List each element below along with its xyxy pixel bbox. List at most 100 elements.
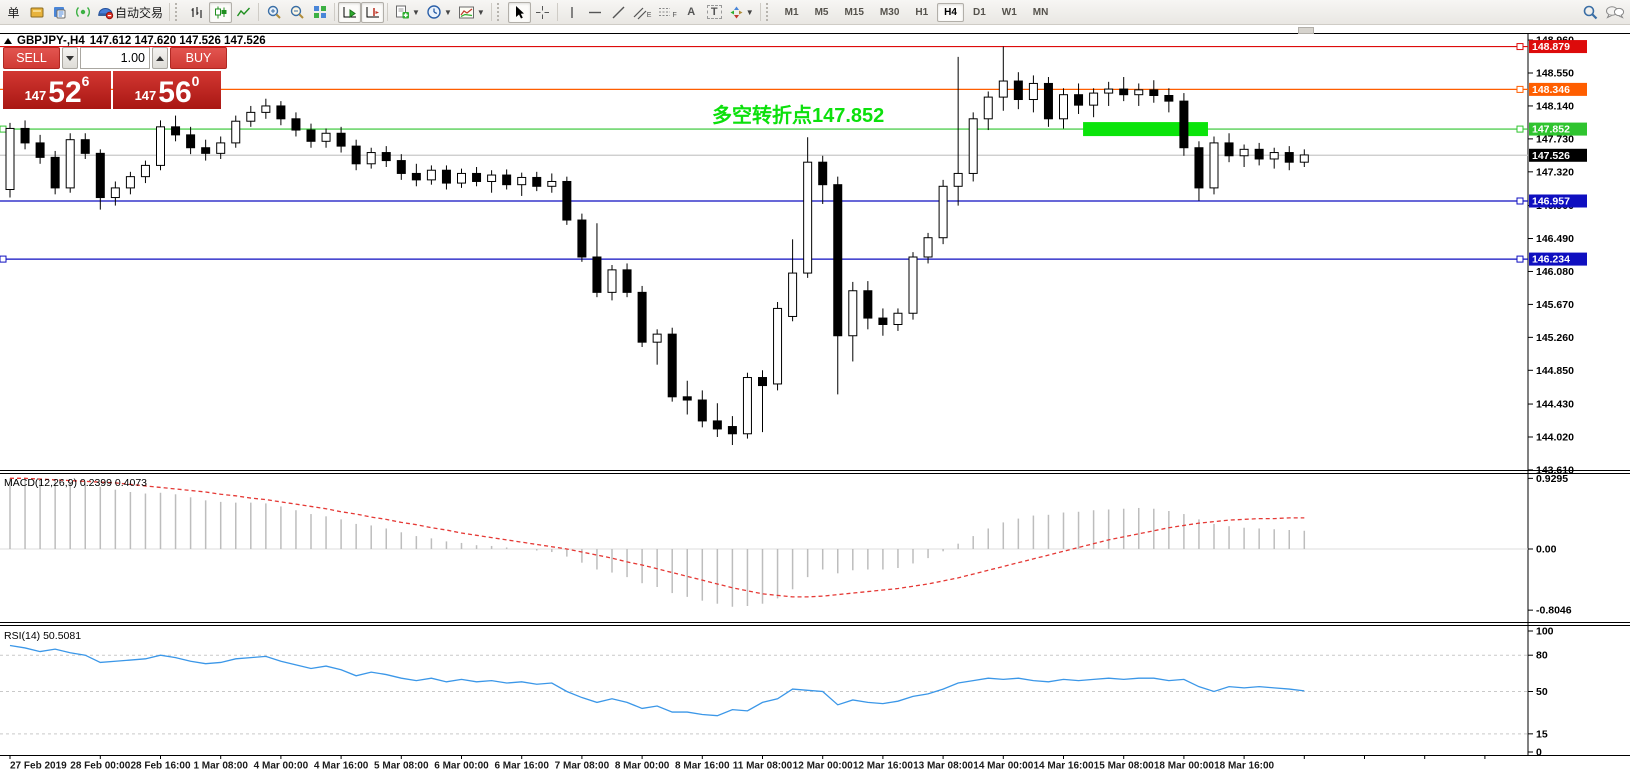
svg-text:18 Mar 16:00: 18 Mar 16:00 <box>1214 761 1274 772</box>
crosshair-button[interactable] <box>531 2 554 23</box>
splitter-handle[interactable] <box>1298 27 1314 34</box>
terminal-icon[interactable] <box>25 2 48 23</box>
community-chat-icon[interactable] <box>1602 2 1628 23</box>
sell-price-base: 147 <box>24 88 47 103</box>
tf-button-w1[interactable]: W1 <box>1001 6 1017 18</box>
svg-text:14 Mar 16:00: 14 Mar 16:00 <box>1033 761 1093 772</box>
cursor-button[interactable] <box>507 1 531 23</box>
tf-button-m30[interactable]: M30 <box>879 6 900 18</box>
collapse-triangle-icon[interactable] <box>4 38 12 44</box>
auto-scroll-button[interactable] <box>338 1 362 23</box>
tile-windows-button[interactable] <box>308 2 331 23</box>
buy-price-base: 147 <box>134 88 157 103</box>
svg-text:4 Mar 16:00: 4 Mar 16:00 <box>314 761 369 772</box>
svg-text:13 Mar 08:00: 13 Mar 08:00 <box>913 761 973 772</box>
svg-text:50: 50 <box>1536 686 1548 698</box>
vertical-line-tool[interactable] <box>561 2 584 23</box>
pivot-annotation[interactable]: 多空转折点147.852 <box>712 105 885 127</box>
sell-price-panel[interactable]: 147 52 6 <box>3 71 111 109</box>
svg-text:18 Mar 00:00: 18 Mar 00:00 <box>1154 761 1214 772</box>
autotrading-label: 自动交易 <box>115 5 164 20</box>
timeframe-group: M1 M5 M15 M30 H1 H4 D1 W1 MN <box>777 2 1057 22</box>
svg-text:147.320: 147.320 <box>1536 166 1574 178</box>
svg-text:12 Mar 16:00: 12 Mar 16:00 <box>853 761 913 772</box>
highlight-bar <box>1083 122 1208 137</box>
label-tool-label: T <box>706 5 722 19</box>
price-lines <box>0 43 1528 263</box>
symbol-title: GBPJPY-,H4 <box>17 35 85 47</box>
svg-text:0: 0 <box>1536 747 1542 759</box>
horizontal-line-tool[interactable] <box>584 2 607 23</box>
dropdown-caret-icon: ▼ <box>443 7 452 17</box>
line-chart-button[interactable] <box>232 2 255 23</box>
search-icon[interactable] <box>1579 2 1602 23</box>
dropdown-caret-icon: ▼ <box>745 7 754 17</box>
text-tool[interactable]: A <box>680 2 703 23</box>
svg-text:11 Mar 08:00: 11 Mar 08:00 <box>733 761 793 772</box>
zoom-out-button[interactable] <box>285 2 308 23</box>
one-click-trading-panel: SELL BUY 147 52 6 147 56 0 <box>3 47 227 109</box>
fibonacci-sub-label: F <box>672 11 677 19</box>
candle-chart-button[interactable] <box>209 1 233 23</box>
svg-text:8 Mar 00:00: 8 Mar 00:00 <box>615 761 670 772</box>
channel-sub-label: E <box>646 11 652 19</box>
up-arrow-icon <box>156 55 164 61</box>
signals-icon[interactable] <box>71 2 94 23</box>
svg-text:-0.8046: -0.8046 <box>1536 605 1572 617</box>
svg-text:143.610: 143.610 <box>1536 464 1574 476</box>
svg-text:15: 15 <box>1536 728 1548 740</box>
new-order-button[interactable]: 单 <box>2 2 25 23</box>
macd-panel: 0.9295 0.00 -0.8046 <box>0 473 1572 617</box>
sell-button[interactable]: SELL <box>3 47 60 69</box>
chart-shift-button[interactable] <box>361 1 385 23</box>
svg-text:28 Feb 16:00: 28 Feb 16:00 <box>130 761 190 772</box>
svg-text:28 Feb 00:00: 28 Feb 00:00 <box>70 761 130 772</box>
dropdown-caret-icon: ▼ <box>476 7 485 17</box>
toolbar: 单 自动交易 <box>0 0 1630 25</box>
tf-button-d1[interactable]: D1 <box>972 6 986 18</box>
svg-text:15 Mar 08:00: 15 Mar 08:00 <box>1094 761 1154 772</box>
svg-text:145.260: 145.260 <box>1536 332 1574 344</box>
buy-button[interactable]: BUY <box>170 47 227 69</box>
sell-price-fraction: 6 <box>81 73 90 89</box>
templates-button[interactable]: ▼ <box>455 2 488 23</box>
text-label-tool[interactable]: T <box>703 2 726 23</box>
zoom-in-button[interactable] <box>262 2 285 23</box>
tf-button-m5[interactable]: M5 <box>814 6 829 18</box>
buy-price-panel[interactable]: 147 56 0 <box>113 71 221 109</box>
svg-text:5 Mar 08:00: 5 Mar 08:00 <box>374 761 429 772</box>
channel-tool[interactable]: E <box>630 2 655 23</box>
volume-increase-button[interactable] <box>152 47 168 69</box>
tf-button-m15[interactable]: M15 <box>844 6 864 18</box>
tf-button-h1[interactable]: H1 <box>915 6 929 18</box>
fibonacci-tool[interactable]: F <box>654 2 679 23</box>
svg-text:144.020: 144.020 <box>1536 431 1574 443</box>
volume-decrease-button[interactable] <box>62 47 78 69</box>
bar-chart-button[interactable] <box>186 2 209 23</box>
svg-text:80: 80 <box>1536 650 1548 662</box>
navigator-icon[interactable] <box>48 2 71 23</box>
svg-text:145.670: 145.670 <box>1536 299 1574 311</box>
text-tool-label: A <box>687 6 696 18</box>
tf-button-h4[interactable]: H4 <box>937 2 964 22</box>
trendline-tool[interactable] <box>607 2 630 23</box>
svg-text:147.852: 147.852 <box>1532 124 1570 136</box>
shapes-tool[interactable]: ▼ <box>726 2 757 23</box>
autotrading-button[interactable]: 自动交易 <box>94 2 166 23</box>
svg-text:146.957: 146.957 <box>1532 195 1570 207</box>
svg-text:0.9295: 0.9295 <box>1536 473 1568 485</box>
tf-button-m1[interactable]: M1 <box>784 6 799 18</box>
volume-input[interactable] <box>80 47 150 69</box>
svg-text:4 Mar 00:00: 4 Mar 00:00 <box>254 761 309 772</box>
svg-text:27 Feb 2019: 27 Feb 2019 <box>10 761 67 772</box>
svg-text:148.140: 148.140 <box>1536 100 1574 112</box>
rsi-panel: 100 80 50 15 0 <box>0 626 1554 759</box>
svg-text:148.879: 148.879 <box>1532 41 1570 53</box>
svg-text:8 Mar 16:00: 8 Mar 16:00 <box>675 761 730 772</box>
new-chart-button[interactable]: ▼ <box>391 2 423 23</box>
periods-button[interactable]: ▼ <box>423 2 455 23</box>
sell-price-pips: 52 <box>48 76 82 109</box>
tf-button-mn[interactable]: MN <box>1032 6 1049 18</box>
svg-text:100: 100 <box>1536 626 1554 638</box>
